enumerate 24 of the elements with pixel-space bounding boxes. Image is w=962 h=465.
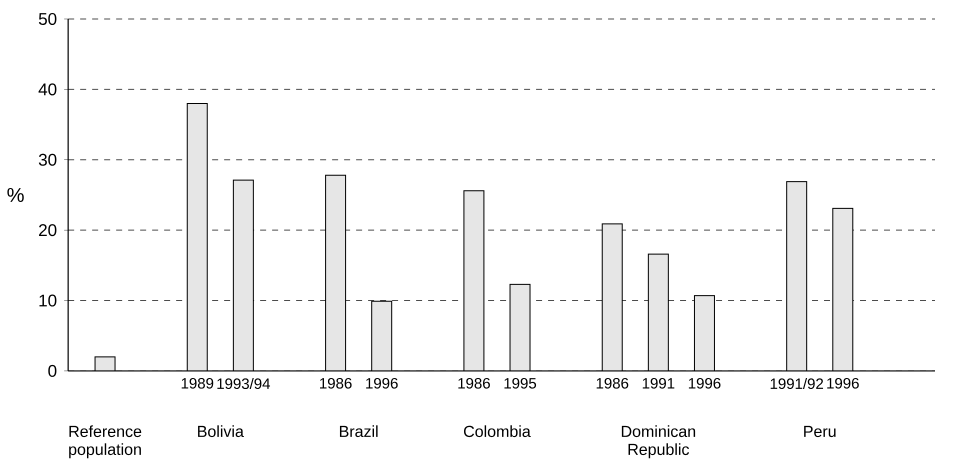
y-tick-label: 0 (48, 364, 56, 377)
y-tick-label: 50 (38, 13, 56, 26)
y-tick-label: 30 (38, 154, 56, 166)
x-tick-label: 1986 (320, 378, 352, 389)
y-axis-title: % (7, 188, 24, 202)
x-tick-label: 1996 (827, 378, 859, 389)
x-tick-label: 1996 (366, 378, 398, 389)
text: Reference population (69, 425, 142, 458)
y-tick-label: 40 (38, 83, 56, 96)
x-tick-label: 1991/92 (770, 378, 824, 390)
x-tick-label: 1986 (596, 378, 628, 389)
text: Brazil (340, 425, 378, 438)
x-tick-label: 1996 (688, 378, 720, 389)
x-tick-label: 1993/94 (217, 378, 270, 390)
x-tick-label: 1991 (642, 378, 674, 389)
x-tick-label: 1986 (458, 378, 490, 389)
y-tick-label: 20 (39, 224, 56, 236)
text: Peru (804, 426, 836, 438)
x-tick-label: 1995 (504, 378, 536, 389)
text: Colombia (464, 425, 531, 438)
text: Dominican Republic (622, 425, 696, 458)
text: Bolivia (198, 425, 244, 438)
y-tick-label: 10 (39, 294, 56, 307)
x-tick-label: 1989 (182, 378, 214, 389)
